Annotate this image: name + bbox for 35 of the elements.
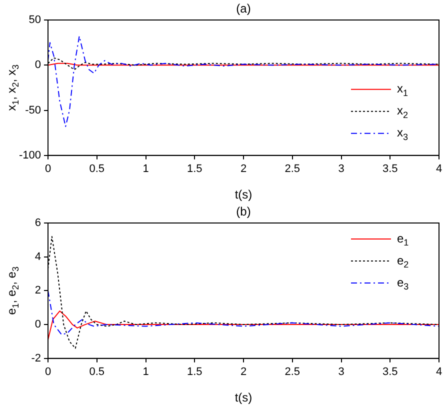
chart-title: (b) xyxy=(236,204,251,218)
chart-title: (a) xyxy=(236,1,251,16)
line-series xyxy=(48,36,439,128)
x-axis-title: t(s) xyxy=(234,390,252,404)
y-tick-label: 4 xyxy=(34,250,41,263)
x-axis-title: t(s) xyxy=(234,187,252,202)
x-tick-label: 3.5 xyxy=(382,163,398,176)
y-tick-label: -50 xyxy=(25,104,41,116)
x-tick-label: 4 xyxy=(436,366,442,378)
x-tick-label: 1 xyxy=(142,163,149,176)
x-tick-label: 2.5 xyxy=(284,366,300,378)
y-tick-label: 2 xyxy=(34,284,41,297)
x-tick-label: 0.5 xyxy=(89,163,105,176)
x-tick-label: 2 xyxy=(240,163,247,176)
y-tick-label: 0 xyxy=(34,59,41,72)
x-tick-label: 1 xyxy=(142,366,149,378)
x-tick-label: 0.5 xyxy=(89,366,105,378)
y-tick-label: -100 xyxy=(18,149,41,162)
x-tick-label: 1.5 xyxy=(186,163,202,176)
x-tick-label: 2.5 xyxy=(284,163,300,176)
y-axis-title: e1, e2, e3 xyxy=(4,266,21,315)
x-tick-label: 3 xyxy=(338,163,344,176)
x-tick-label: 4 xyxy=(436,163,442,176)
y-axis-title: x1, x2, x3 xyxy=(4,64,21,111)
x-tick-label: 3.5 xyxy=(382,366,398,378)
y-tick-label: 6 xyxy=(34,217,41,230)
x-tick-label: 0 xyxy=(44,163,52,176)
x-tick-label: 2 xyxy=(240,366,247,378)
y-tick-label: 50 xyxy=(28,14,41,26)
y-tick-label: 0 xyxy=(34,318,41,331)
x-tick-label: 1.5 xyxy=(186,366,202,378)
line-series xyxy=(48,290,439,336)
x-tick-label: 0 xyxy=(44,366,52,378)
x-tick-label: 3 xyxy=(338,366,344,378)
y-tick-label: -2 xyxy=(31,352,41,364)
